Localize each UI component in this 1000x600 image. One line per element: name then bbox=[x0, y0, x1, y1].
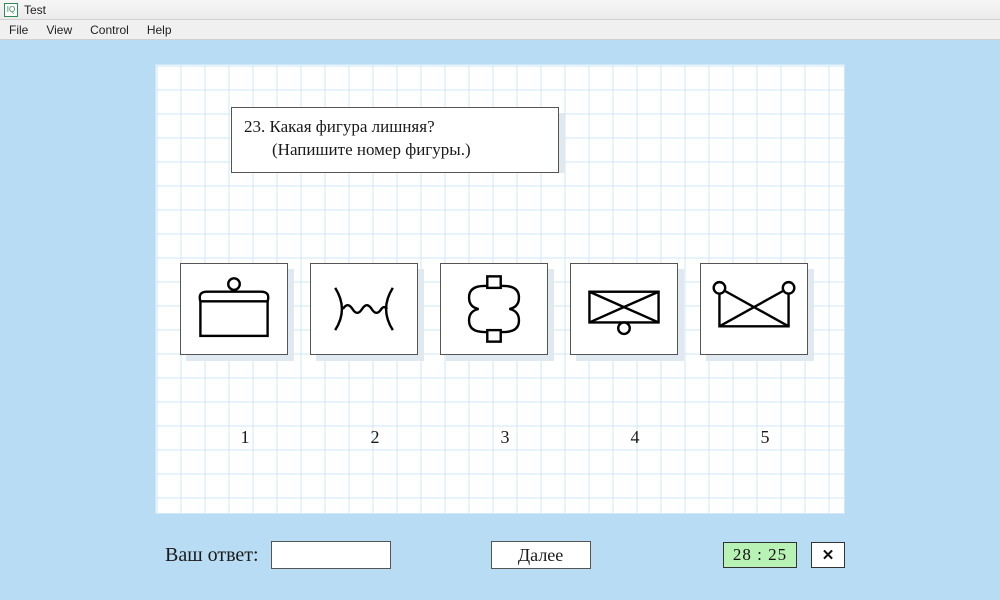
question-line2: (Напишите номер фигуры.) bbox=[244, 139, 548, 162]
figure-1-icon bbox=[180, 263, 288, 355]
answer-input[interactable] bbox=[271, 541, 391, 569]
question-line1: 23. Какая фигура лишняя? bbox=[244, 116, 548, 139]
answer-label: Ваш ответ: bbox=[165, 544, 259, 567]
title-bar: IQ Test bbox=[0, 0, 1000, 20]
timer-display: 28 : 25 bbox=[723, 542, 797, 568]
client-area: 23. Какая фигура лишняя? (Напишите номер… bbox=[0, 40, 1000, 600]
menu-help[interactable]: Help bbox=[138, 21, 181, 39]
figure-2-icon bbox=[310, 263, 418, 355]
figure-card-2[interactable] bbox=[310, 263, 418, 355]
figure-label-1: 1 bbox=[180, 427, 310, 448]
menu-view[interactable]: View bbox=[37, 21, 81, 39]
figure-row bbox=[180, 263, 808, 355]
figure-label-5: 5 bbox=[700, 427, 830, 448]
figure-labels: 1 2 3 4 5 bbox=[180, 427, 844, 448]
next-button[interactable]: Далее bbox=[491, 541, 591, 569]
close-button[interactable]: ✕ bbox=[811, 542, 845, 568]
figure-card-3[interactable] bbox=[440, 263, 548, 355]
figure-3-icon bbox=[440, 263, 548, 355]
question-box-inner: 23. Какая фигура лишняя? (Напишите номер… bbox=[231, 107, 559, 173]
grid-paper: 23. Какая фигура лишняя? (Напишите номер… bbox=[155, 64, 845, 514]
figure-label-3: 3 bbox=[440, 427, 570, 448]
figure-card-1[interactable] bbox=[180, 263, 288, 355]
app-icon: IQ bbox=[4, 3, 18, 17]
figure-label-2: 2 bbox=[310, 427, 440, 448]
figure-label-4: 4 bbox=[570, 427, 700, 448]
figure-card-4[interactable] bbox=[570, 263, 678, 355]
bottom-bar: Ваш ответ: Далее 28 : 25 ✕ bbox=[155, 538, 845, 572]
menu-file[interactable]: File bbox=[0, 21, 37, 39]
figure-card-5[interactable] bbox=[700, 263, 808, 355]
figure-5-icon bbox=[700, 263, 808, 355]
figure-4-icon bbox=[570, 263, 678, 355]
menu-bar: File View Control Help bbox=[0, 20, 1000, 40]
menu-control[interactable]: Control bbox=[81, 21, 138, 39]
question-box: 23. Какая фигура лишняя? (Напишите номер… bbox=[231, 107, 559, 173]
window-title: Test bbox=[24, 3, 46, 17]
